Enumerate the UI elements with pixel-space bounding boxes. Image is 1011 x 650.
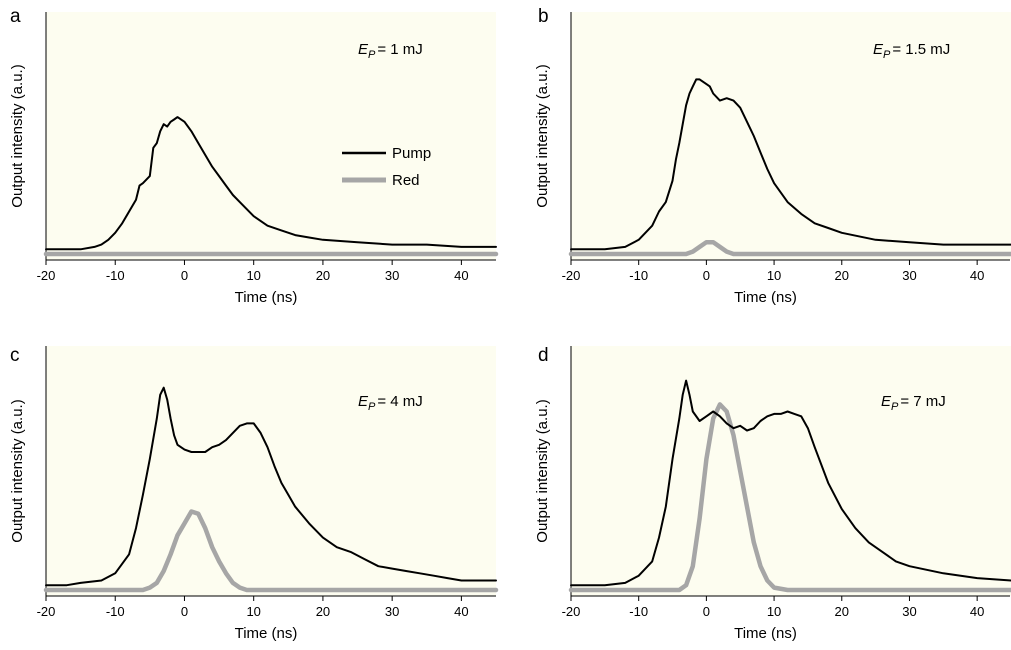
x-tick-label: 20 [835, 604, 849, 619]
y-axis-title: Output intensity (a.u.) [534, 399, 551, 542]
x-tick-label: 10 [767, 268, 781, 283]
x-tick-label: 40 [454, 604, 468, 619]
energy-annotation: EP = 7 mJ [881, 393, 946, 413]
x-tick-label: -20 [562, 268, 581, 283]
series-line-pump [45, 386, 497, 587]
energy-annotation: EP = 4 mJ [358, 393, 423, 413]
x-tick-label: 20 [316, 268, 330, 283]
x-tick-label: -10 [106, 268, 125, 283]
series-line-pump [45, 116, 497, 251]
x-axis-title: Time (ns) [235, 289, 298, 306]
legend-label-pump: Pump [392, 145, 431, 162]
x-tick-label: 30 [385, 268, 399, 283]
x-tick-label: 40 [970, 268, 984, 283]
x-tick-label: 20 [316, 604, 330, 619]
x-tick-label: 10 [246, 604, 260, 619]
x-tick-label: 10 [767, 604, 781, 619]
panel-c: c -20 -10 0 10 20 30 40 Time (ns) Output intensit… [9, 345, 499, 642]
panel-letter: a [10, 6, 21, 27]
panel-a: a -20 -10 0 10 20 30 40 Time (ns) Output intensit… [9, 6, 499, 306]
plot-area [571, 346, 1011, 596]
x-tick-label: -20 [562, 604, 581, 619]
series-line-red [568, 239, 1011, 257]
panel-letter: c [10, 345, 20, 366]
series-line-pump [570, 379, 1011, 587]
plot-area [46, 12, 496, 260]
x-tick-label: -10 [106, 604, 125, 619]
panel-d: d -20 -10 0 10 20 30 40 Time (ns) Output intensit… [534, 345, 1011, 642]
x-axis-title: Time (ns) [734, 289, 797, 306]
panel-letter: b [538, 6, 549, 27]
y-axis-title: Output intensity (a.u.) [534, 64, 551, 207]
x-tick-label: 0 [703, 604, 710, 619]
x-axis-title: Time (ns) [235, 625, 298, 642]
plot-area [46, 346, 496, 596]
x-tick-label: 40 [454, 268, 468, 283]
x-tick-label: 20 [835, 268, 849, 283]
x-tick-label: -20 [37, 604, 56, 619]
panel-b: b -20 -10 0 10 20 30 40 Time (ns) Output intensit… [534, 6, 1011, 306]
x-tick-label: 30 [385, 604, 399, 619]
energy-annotation: EP = 1 mJ [358, 41, 423, 61]
x-tick-label: 0 [181, 604, 188, 619]
y-axis-title: Output intensity (a.u.) [9, 399, 26, 542]
x-tick-label: 0 [181, 268, 188, 283]
x-tick-label: 10 [246, 268, 260, 283]
x-tick-label: 0 [703, 268, 710, 283]
panel-letter: d [538, 345, 549, 366]
legend-label-red: Red [392, 172, 420, 189]
x-tick-label: 40 [970, 604, 984, 619]
x-tick-label: -10 [629, 268, 648, 283]
series-line-red [43, 509, 499, 593]
x-tick-label: 30 [902, 268, 916, 283]
series-line-pump [570, 78, 1011, 251]
legend: Pump Red [342, 145, 431, 189]
y-axis-title: Output intensity (a.u.) [9, 64, 26, 207]
series-line-red [568, 402, 1011, 593]
plot-area [571, 12, 1011, 260]
x-tick-label: -20 [37, 268, 56, 283]
energy-annotation: EP = 1.5 mJ [873, 41, 950, 61]
x-axis-title: Time (ns) [734, 625, 797, 642]
x-tick-label: -10 [629, 604, 648, 619]
x-tick-label: 30 [902, 604, 916, 619]
